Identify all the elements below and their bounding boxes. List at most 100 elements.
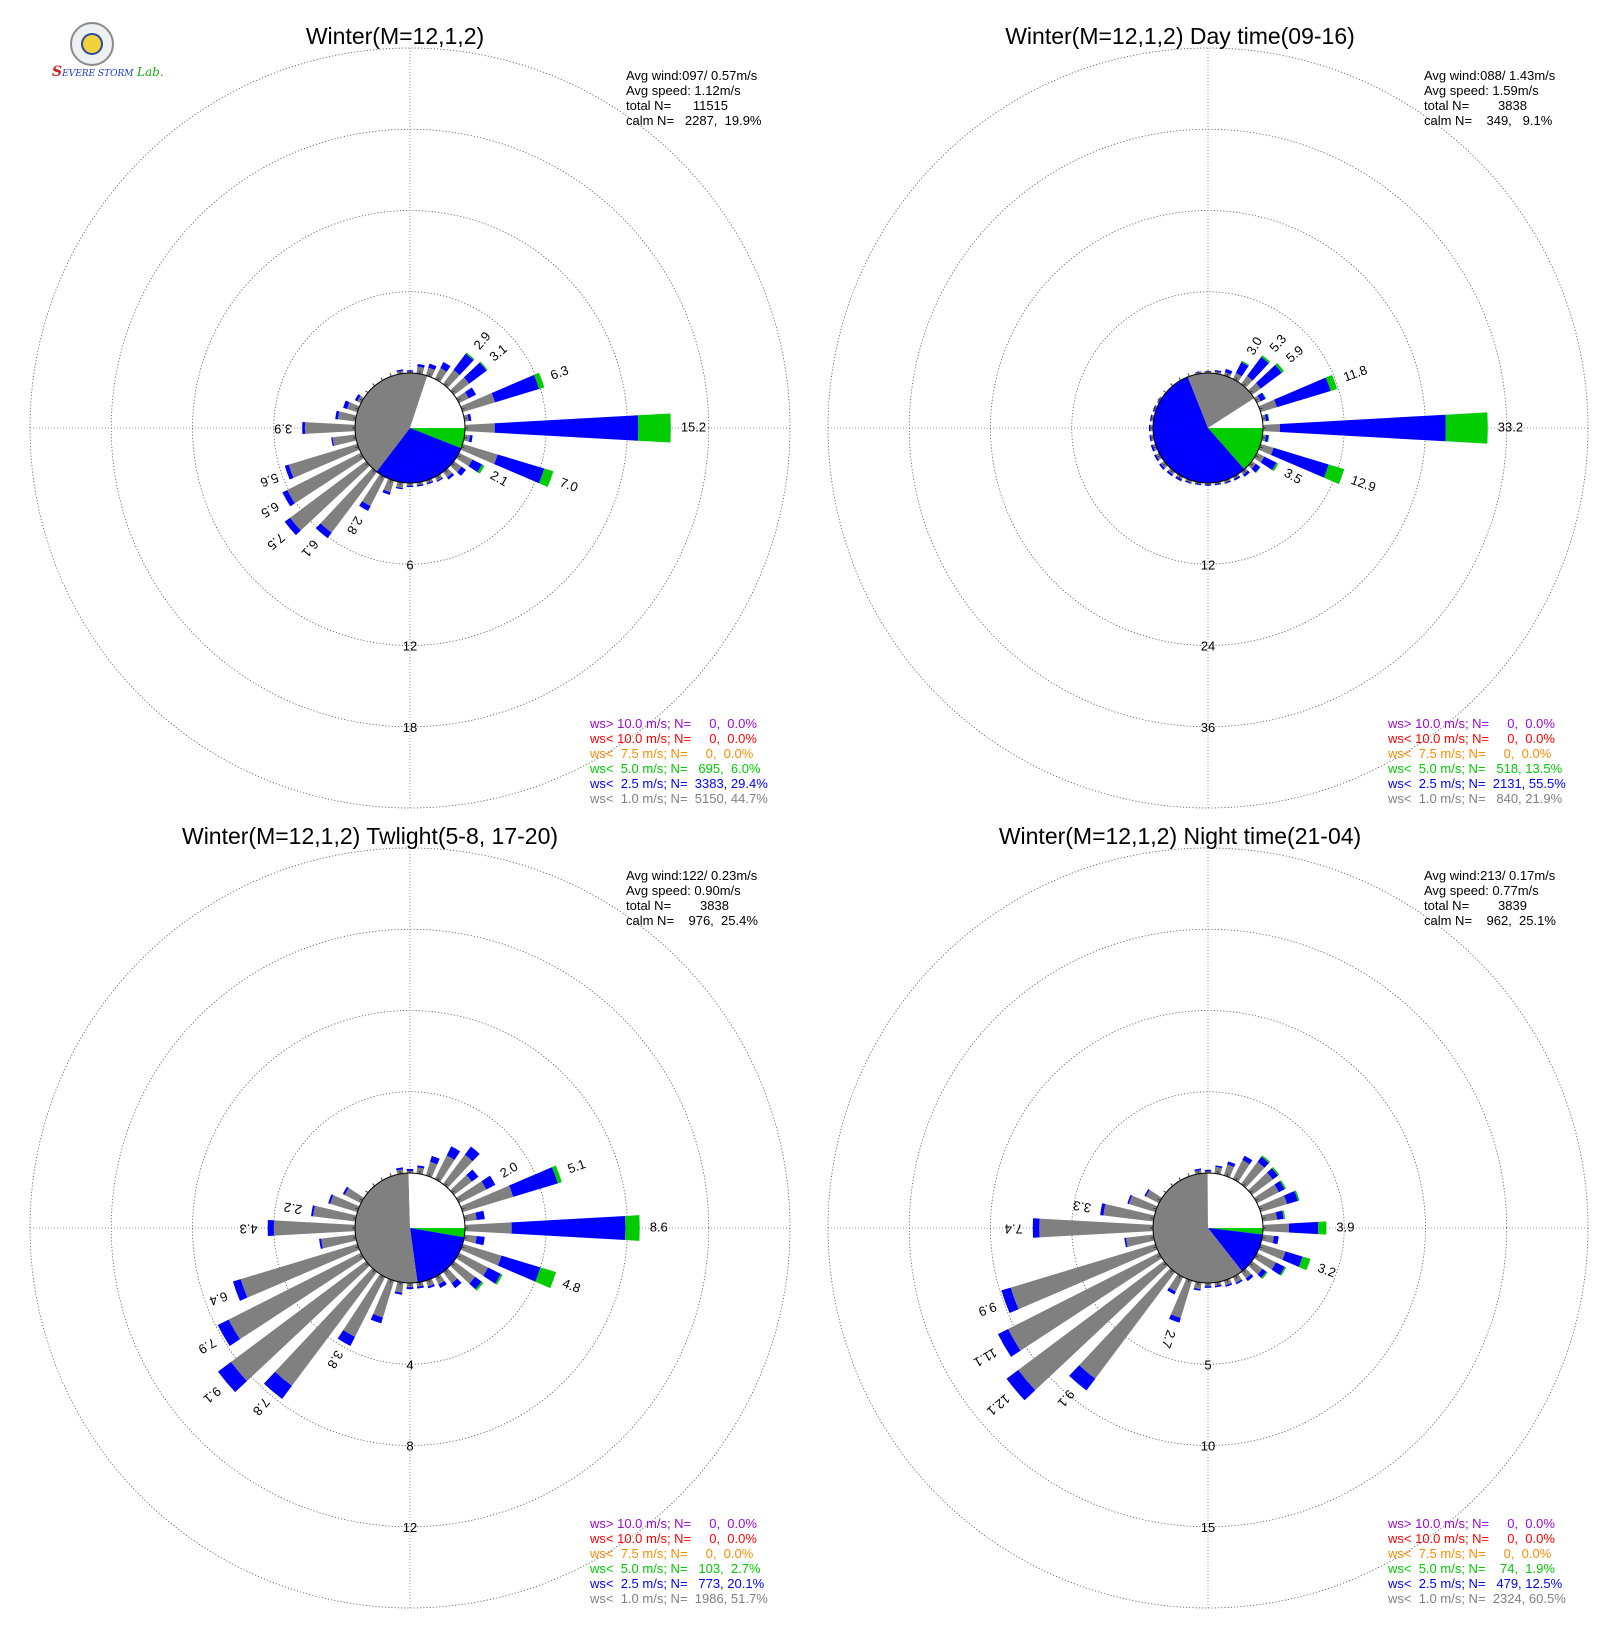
- petal-segment: [282, 490, 295, 507]
- stats-line: calm N= 962, 25.1%: [1424, 913, 1556, 928]
- core-tick: [1255, 1255, 1259, 1258]
- core-tick: [464, 1237, 468, 1239]
- petal-segment: [1288, 1221, 1319, 1235]
- petal-segment: [1254, 452, 1265, 463]
- petal-segment: [302, 421, 306, 435]
- petal-segment: [313, 1205, 357, 1222]
- petal-segment: [440, 361, 451, 372]
- stats-line: Avg wind:213/ 0.17m/s: [1424, 868, 1556, 883]
- petal-label: 2.8: [344, 514, 366, 537]
- petal-segment: [1261, 1155, 1271, 1164]
- petal-segment: [1169, 1314, 1181, 1323]
- petal-segment: [321, 1234, 357, 1249]
- petal-segment: [1240, 1161, 1265, 1188]
- petal-segment: [1258, 1243, 1286, 1260]
- petal-segment: [1260, 456, 1277, 470]
- petal-segment: [442, 369, 460, 388]
- core-tick: [365, 1262, 369, 1266]
- core-tick: [1259, 1207, 1263, 1210]
- ring-label: 12: [1201, 557, 1215, 572]
- core-tick: [1153, 1207, 1157, 1210]
- core-tick: [437, 1275, 440, 1279]
- legend-entry: ws< 5.0 m/s; N= 518, 13.5%: [1387, 761, 1563, 776]
- core-tick: [372, 1269, 376, 1273]
- core-tick: [399, 370, 401, 374]
- petal-segment: [625, 1215, 640, 1241]
- stats-line: Avg wind:097/ 0.57m/s: [626, 68, 758, 83]
- core-tick: [437, 377, 440, 381]
- petal-segment: [1267, 1168, 1279, 1180]
- petal-segment: [417, 1165, 425, 1169]
- petal-segment: [464, 1146, 480, 1162]
- chart-title: Winter(M=12,1,2): [306, 23, 484, 49]
- petal-segment: [1215, 1165, 1223, 1169]
- petal-segment: [442, 1154, 473, 1188]
- petal-segment: [463, 1234, 477, 1244]
- petal-segment: [450, 1260, 476, 1284]
- stats-line: calm N= 976, 25.4%: [626, 913, 758, 928]
- petal-segment: [383, 478, 395, 493]
- petal-label: 7.4: [1005, 1222, 1023, 1237]
- core-tick: [1157, 455, 1161, 458]
- legend-entry: ws< 5.0 m/s; N= 695, 6.0%: [589, 761, 761, 776]
- university-seal-icon: [70, 22, 114, 66]
- petal-segment: [475, 1281, 484, 1291]
- core-pie-slice: [1208, 1228, 1263, 1272]
- petal-segment: [1247, 356, 1269, 381]
- petal-segment: [343, 1274, 386, 1337]
- core-tick: [464, 417, 468, 419]
- petal-segment: [430, 1155, 440, 1165]
- petal-segment: [1127, 1194, 1133, 1205]
- petal-segment: [1233, 475, 1241, 481]
- core-tick: [1255, 455, 1259, 458]
- petal-segment: [1100, 1203, 1106, 1216]
- stats-line: total N= 11515: [626, 98, 728, 113]
- petal-label: 2.1: [488, 467, 511, 489]
- legend-entry: ws> 10.0 m/s; N= 0, 0.0%: [1387, 1516, 1555, 1531]
- petal-segment: [263, 1371, 292, 1399]
- petal-label: 12.1: [984, 1391, 1013, 1419]
- legend-entry: ws< 10.0 m/s; N= 0, 0.0%: [1387, 1531, 1555, 1546]
- ring-label: 8: [406, 1439, 413, 1454]
- core-tick: [1259, 407, 1263, 410]
- legend-entry: ws< 10.0 m/s; N= 0, 0.0%: [1387, 731, 1555, 746]
- core-pie-slice: [410, 428, 466, 449]
- petal-label: 9.1: [201, 1384, 224, 1407]
- petal-label: 33.2: [1498, 419, 1523, 434]
- legend-entry: ws< 1.0 m/s; N= 5150, 44.7%: [589, 791, 768, 806]
- legend-entry: ws< 1.0 m/s; N= 840, 21.9%: [1387, 791, 1563, 806]
- petal-segment: [273, 1220, 356, 1236]
- petal-segment: [1323, 464, 1345, 485]
- core-tick: [389, 479, 392, 483]
- petal-segment: [1251, 463, 1261, 473]
- petal-segment: [332, 434, 357, 446]
- core-tick: [1249, 462, 1253, 466]
- core-tick: [457, 455, 461, 458]
- core-tick: [1226, 1173, 1229, 1177]
- petal-label: 3.5: [1282, 465, 1305, 487]
- core-tick: [1226, 1279, 1229, 1283]
- petal-segment: [373, 1278, 395, 1318]
- legend-entry: ws> 10.0 m/s; N= 0, 0.0%: [589, 1516, 757, 1531]
- core-tick: [380, 1177, 383, 1181]
- petal-segment: [1103, 1203, 1155, 1222]
- petal-segment: [1241, 360, 1250, 367]
- petal-segment: [267, 1220, 274, 1236]
- petal-label: 7.0: [558, 475, 580, 495]
- lab-logo-wordmark: SEVERE STORM Lab.: [52, 64, 164, 80]
- petal-segment: [217, 1361, 248, 1393]
- core-tick: [1187, 1279, 1190, 1283]
- petal-segment: [406, 1286, 414, 1290]
- core-tick: [1150, 437, 1154, 439]
- petal-segment: [436, 477, 444, 482]
- core-tick: [1170, 1183, 1174, 1187]
- petal-segment: [287, 452, 364, 504]
- core-tick: [1226, 479, 1229, 483]
- petal-label: 7.8: [250, 1395, 273, 1418]
- petal-segment: [511, 1215, 626, 1241]
- stats-line: total N= 3838: [626, 898, 729, 913]
- petal-segment: [1257, 1268, 1267, 1278]
- petal-segment: [497, 1255, 541, 1282]
- petal-segment: [465, 352, 475, 361]
- petal-segment: [396, 1167, 404, 1171]
